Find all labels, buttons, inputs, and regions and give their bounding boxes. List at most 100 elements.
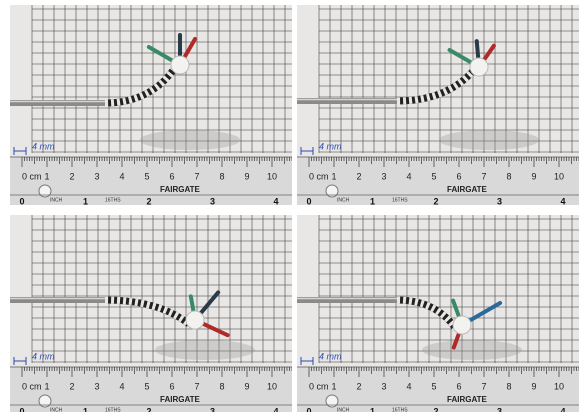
- cm-label: 4: [406, 381, 411, 391]
- brand: FAIRGATE: [160, 395, 201, 404]
- inch-label: 0: [306, 196, 311, 206]
- scale-bracket: [300, 357, 314, 365]
- inch-label: 1: [83, 196, 88, 206]
- inch-label: 0: [19, 406, 24, 412]
- shadow: [422, 340, 522, 360]
- cm-label: 5: [144, 171, 149, 181]
- ruler: [10, 367, 292, 412]
- inch-label: 2: [433, 196, 438, 206]
- cm-label: 6: [169, 381, 174, 391]
- inch-label: 2: [433, 406, 438, 412]
- inch-word: INCH: [337, 197, 350, 203]
- cm-label: 7: [194, 381, 199, 391]
- inch-label: 0: [19, 196, 24, 206]
- cm-label: 4: [406, 171, 411, 181]
- cm-label: 5: [431, 171, 436, 181]
- shadow: [439, 130, 539, 150]
- ruler-hole: [38, 394, 52, 408]
- sixteenths: 16THS: [105, 197, 121, 203]
- scale-label: 4 mm: [319, 141, 342, 151]
- cm-label: 1: [44, 171, 49, 181]
- cm-label: 0 cm: [22, 171, 42, 181]
- scale-label: 4 mm: [32, 351, 55, 361]
- cm-label: 3: [94, 171, 99, 181]
- knob: [452, 315, 472, 335]
- knob: [170, 55, 190, 75]
- inch-label: 1: [83, 406, 88, 412]
- cm-label: 3: [381, 381, 386, 391]
- scale-label: 4 mm: [32, 141, 55, 151]
- ruler: [10, 157, 292, 205]
- cm-label: 8: [219, 381, 224, 391]
- inch-label: 4: [560, 196, 565, 206]
- cm-label: 7: [481, 381, 486, 391]
- bending-links: [104, 296, 192, 327]
- ruler: [297, 157, 579, 205]
- ruler-hole: [325, 394, 339, 408]
- sixteenths: 16THS: [392, 407, 408, 412]
- scale-label: 4 mm: [319, 351, 342, 361]
- knob: [469, 57, 489, 77]
- cm-label: 1: [331, 171, 336, 181]
- cm-label: 6: [169, 171, 174, 181]
- cm-label: 3: [381, 171, 386, 181]
- cm-label: 9: [244, 381, 249, 391]
- inch-label: 4: [273, 196, 278, 206]
- cm-label: 1: [331, 381, 336, 391]
- cm-label: 8: [506, 381, 511, 391]
- cm-label: 0 cm: [309, 171, 329, 181]
- inch-label: 2: [146, 196, 151, 206]
- bending-links: [396, 68, 476, 105]
- cm-label: 7: [481, 171, 486, 181]
- cm-label: 10: [554, 381, 564, 391]
- scale-bracket: [13, 147, 27, 155]
- cm-label: 2: [356, 171, 361, 181]
- cm-label: 2: [69, 171, 74, 181]
- scale-bracket: [300, 147, 314, 155]
- cm-label: 9: [531, 171, 536, 181]
- cm-label: 0 cm: [22, 381, 42, 391]
- bending-links: [104, 66, 177, 107]
- inch-word: INCH: [50, 197, 63, 203]
- ruler: [297, 367, 579, 412]
- brand: FAIRGATE: [160, 185, 201, 194]
- cm-label: 5: [144, 381, 149, 391]
- ruler-hole: [38, 184, 52, 198]
- inch-label: 3: [497, 406, 502, 412]
- cm-label: 6: [456, 381, 461, 391]
- bending-links: [396, 296, 459, 332]
- cm-label: 8: [219, 171, 224, 181]
- sixteenths: 16THS: [105, 407, 121, 412]
- cm-label: 4: [119, 171, 124, 181]
- inch-label: 2: [146, 406, 151, 412]
- cm-label: 4: [119, 381, 124, 391]
- cm-label: 3: [94, 381, 99, 391]
- inch-label: 1: [370, 196, 375, 206]
- inch-label: 3: [497, 196, 502, 206]
- cm-label: 2: [356, 381, 361, 391]
- shadow: [155, 340, 255, 360]
- scale-bracket: [13, 357, 27, 365]
- cm-label: 9: [531, 381, 536, 391]
- sixteenths: 16THS: [392, 197, 408, 203]
- brand: FAIRGATE: [447, 185, 488, 194]
- inch-label: 3: [210, 196, 215, 206]
- inch-word: INCH: [50, 407, 63, 412]
- inch-label: 4: [273, 406, 278, 412]
- shadow: [140, 130, 240, 150]
- cm-label: 5: [431, 381, 436, 391]
- cm-label: 9: [244, 171, 249, 181]
- ruler-hole: [325, 184, 339, 198]
- inch-word: INCH: [337, 407, 350, 412]
- cm-label: 7: [194, 171, 199, 181]
- inch-label: 1: [370, 406, 375, 412]
- cm-label: 10: [267, 171, 277, 181]
- inch-label: 3: [210, 406, 215, 412]
- cm-label: 6: [456, 171, 461, 181]
- inch-label: 4: [560, 406, 565, 412]
- cm-label: 10: [267, 381, 277, 391]
